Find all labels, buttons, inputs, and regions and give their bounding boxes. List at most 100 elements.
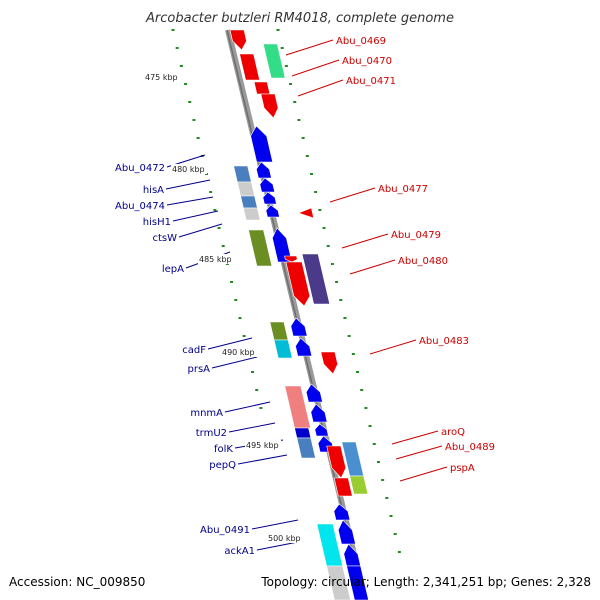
gene-feature-1 xyxy=(262,43,286,79)
gene-feature-26 xyxy=(305,383,323,403)
kbp-label-bg xyxy=(171,164,207,174)
leader-line-right xyxy=(297,79,344,97)
dotted-guide-lines xyxy=(171,29,401,553)
gene-label-abu_0491: Abu_0491 xyxy=(200,525,250,536)
gene-label-abu_0479: Abu_0479 xyxy=(391,230,441,241)
kbp-label-bg xyxy=(144,72,180,82)
gene-feature-17 xyxy=(284,255,298,263)
leader-line-left xyxy=(172,210,219,222)
gene-feature-15 xyxy=(248,229,273,267)
leader-line-right xyxy=(395,445,443,460)
gene-feature-5 xyxy=(250,125,274,163)
gene-label-abu_0471: Abu_0471 xyxy=(346,76,396,87)
gene-feature-32 xyxy=(326,445,347,479)
gene-feature-12 xyxy=(243,207,261,221)
gene-label-cadf: cadF xyxy=(182,345,206,356)
leader-line-left xyxy=(165,179,211,190)
gene-label-mnma: mnmA xyxy=(190,408,223,419)
genome-backbone xyxy=(225,29,368,600)
gene-label-ctsw: ctsW xyxy=(152,233,177,244)
gene-feature-37 xyxy=(333,503,351,521)
kbp-label-485: 485 kbp xyxy=(199,255,232,264)
leader-line-right xyxy=(291,59,340,77)
kbp-label-500: 500 kbp xyxy=(268,534,301,543)
gene-feature-22 xyxy=(273,339,293,359)
gene-feature-25 xyxy=(284,385,311,429)
gene-label-abu_0470: Abu_0470 xyxy=(342,56,392,67)
gene-label-abu_0483: Abu_0483 xyxy=(419,336,469,347)
gene-feature-33 xyxy=(341,441,365,477)
gene-feature-18 xyxy=(285,261,311,307)
gene-label-hisa: hisA xyxy=(143,185,164,196)
leader-line-right xyxy=(329,187,376,203)
gene-label-abu_0469: Abu_0469 xyxy=(336,36,386,47)
gene-feature-13 xyxy=(265,204,280,218)
gene-label-lepa: lepA xyxy=(162,264,184,275)
leader-line-left xyxy=(237,454,288,465)
leader-line-right xyxy=(349,259,396,275)
gene-feature-23 xyxy=(295,337,313,357)
leader-line-left xyxy=(251,519,299,530)
gene-label-pspa: pspA xyxy=(450,463,475,474)
kbp-label-bg xyxy=(245,440,281,450)
gene-feature-14 xyxy=(297,207,315,219)
gene-feature-24 xyxy=(320,351,338,375)
gene-feature-27 xyxy=(310,403,328,423)
kbp-labels: 475 kbp 480 kbp 485 kbp 490 kbp 495 kbp 500 k… xyxy=(144,72,303,543)
leader-line-right xyxy=(399,466,448,482)
gene-label-abu_0472: Abu_0472 xyxy=(115,163,165,174)
gene-label-abu_0477: Abu_0477 xyxy=(378,184,428,195)
gene-label-aroq: aroQ xyxy=(441,427,465,438)
gene-labels: Abu_0469 Abu_0470 Abu_0471 Abu_0477 Abu_0479… xyxy=(115,36,495,557)
gene-label-hish1: hisH1 xyxy=(143,217,171,228)
gene-feature-41 xyxy=(346,565,369,600)
leader-line-left xyxy=(178,223,223,238)
gene-label-folk: folK xyxy=(214,444,233,455)
gene-feature-8 xyxy=(236,181,255,197)
gene-feature-11 xyxy=(262,191,277,205)
leader-line-left xyxy=(166,196,214,206)
gene-feature-40 xyxy=(326,565,351,600)
leader-line-right xyxy=(369,339,417,355)
leader-line-left xyxy=(228,422,276,433)
gene-label-pepq: pepQ xyxy=(209,460,236,471)
gene-feature-20 xyxy=(269,321,289,341)
kbp-label-bg xyxy=(221,347,257,357)
gene-feature-3 xyxy=(253,81,271,95)
leader-line-left xyxy=(211,356,258,369)
leader-line-left xyxy=(224,401,271,413)
leader-line-right xyxy=(391,430,439,445)
kbp-label-495: 495 kbp xyxy=(246,441,279,450)
backbone-edge xyxy=(226,29,365,600)
kbp-label-bg xyxy=(267,533,303,543)
gene-feature-34 xyxy=(349,475,369,495)
gene-feature-28 xyxy=(294,427,312,439)
gene-feature-30 xyxy=(296,437,316,459)
gene-feature-2 xyxy=(239,53,261,81)
accession-text: Accession: NC_009850 xyxy=(9,575,145,589)
gene-label-trmu2: trmU2 xyxy=(196,428,227,439)
genome-summary-text: Topology: circular; Length: 2,341,251 bp… xyxy=(260,575,591,589)
leader-line-right xyxy=(341,233,389,249)
kbp-label-bg xyxy=(198,254,234,264)
gene-feature-6 xyxy=(233,165,252,183)
kbp-label-480: 480 kbp xyxy=(172,165,205,174)
leader-line-left xyxy=(207,337,253,350)
gene-label-abu_0474: Abu_0474 xyxy=(115,201,165,212)
backbone-line xyxy=(225,29,368,600)
gene-feature-4 xyxy=(260,93,279,119)
leader-line-right xyxy=(285,39,334,56)
gene-feature-16 xyxy=(272,227,293,263)
gene-feature-21 xyxy=(290,317,308,337)
map-title: Arcobacter butzleri RM4018, complete gen… xyxy=(145,11,454,26)
gene-label-prsa: prsA xyxy=(187,364,210,375)
gene-feature-10 xyxy=(240,195,258,209)
gene-feature-29 xyxy=(314,423,329,437)
gene-label-acka1: ackA1 xyxy=(224,546,255,557)
gene-feature-19 xyxy=(301,253,331,305)
gene-feature-35 xyxy=(333,477,353,497)
gene-features xyxy=(229,29,369,600)
kbp-label-475: 475 kbp xyxy=(145,73,178,82)
gene-feature-0 xyxy=(229,29,247,51)
